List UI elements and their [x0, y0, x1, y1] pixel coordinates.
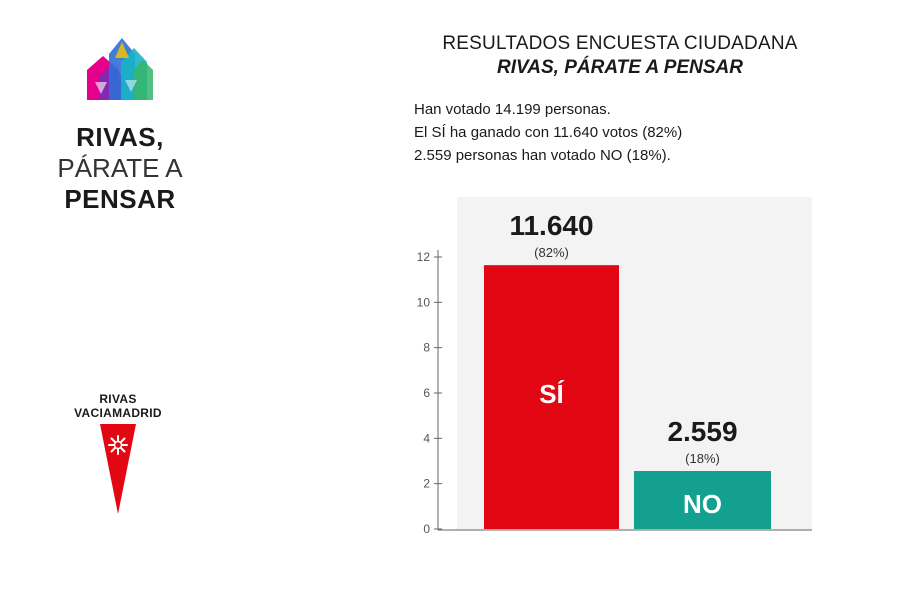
bar-percent-label: (18%): [685, 451, 720, 466]
bar-value-label: 2.559: [667, 416, 737, 447]
city-name-line-2: VACIAMADRID: [74, 406, 162, 420]
houses-icon: [87, 38, 153, 100]
chart-subtitle: RIVAS, PÁRATE A PENSAR: [497, 57, 743, 78]
city-shield-icon: [100, 424, 136, 514]
summary-line-no: 2.559 personas han votado NO (18%).: [414, 147, 671, 164]
campaign-logo: RIVAS, PÁRATE A PENSAR: [40, 34, 200, 215]
city-name-line-1: RIVAS: [99, 392, 137, 406]
y-tick-label: 2: [423, 477, 430, 491]
results-summary: Han votado 14.199 personas. El SÍ ha gan…: [414, 98, 844, 167]
bar-category-label: SÍ: [539, 379, 564, 409]
bar: [484, 265, 619, 529]
y-tick-label: 4: [423, 431, 430, 445]
bar: [634, 470, 771, 529]
campaign-line-2: PÁRATE A: [57, 153, 183, 183]
y-tick-label: 8: [423, 341, 430, 355]
y-tick-label: 10: [417, 295, 431, 309]
campaign-line-1: RIVAS,: [76, 122, 164, 152]
campaign-line-3: PENSAR: [64, 184, 176, 214]
bar-category-label: NO: [683, 489, 722, 519]
y-tick-label: 12: [417, 250, 431, 264]
summary-line-total: Han votado 14.199 personas.: [414, 101, 611, 118]
y-tick-label: 0: [423, 522, 430, 536]
summary-line-yes: El SÍ ha ganado con 11.640 votos (82%): [414, 124, 683, 141]
bar-percent-label: (82%): [534, 245, 569, 260]
chart-header: RESULTADOS ENCUESTA CIUDADANA RIVAS, PÁR…: [400, 32, 840, 80]
city-logo: RIVAS VACIAMADRID: [58, 392, 178, 516]
bar-value-label: 11.640: [509, 210, 593, 241]
y-tick-label: 6: [423, 386, 430, 400]
campaign-wordmark: RIVAS, PÁRATE A PENSAR: [40, 122, 200, 215]
chart-title: RESULTADOS ENCUESTA CIUDADANA: [442, 33, 798, 54]
